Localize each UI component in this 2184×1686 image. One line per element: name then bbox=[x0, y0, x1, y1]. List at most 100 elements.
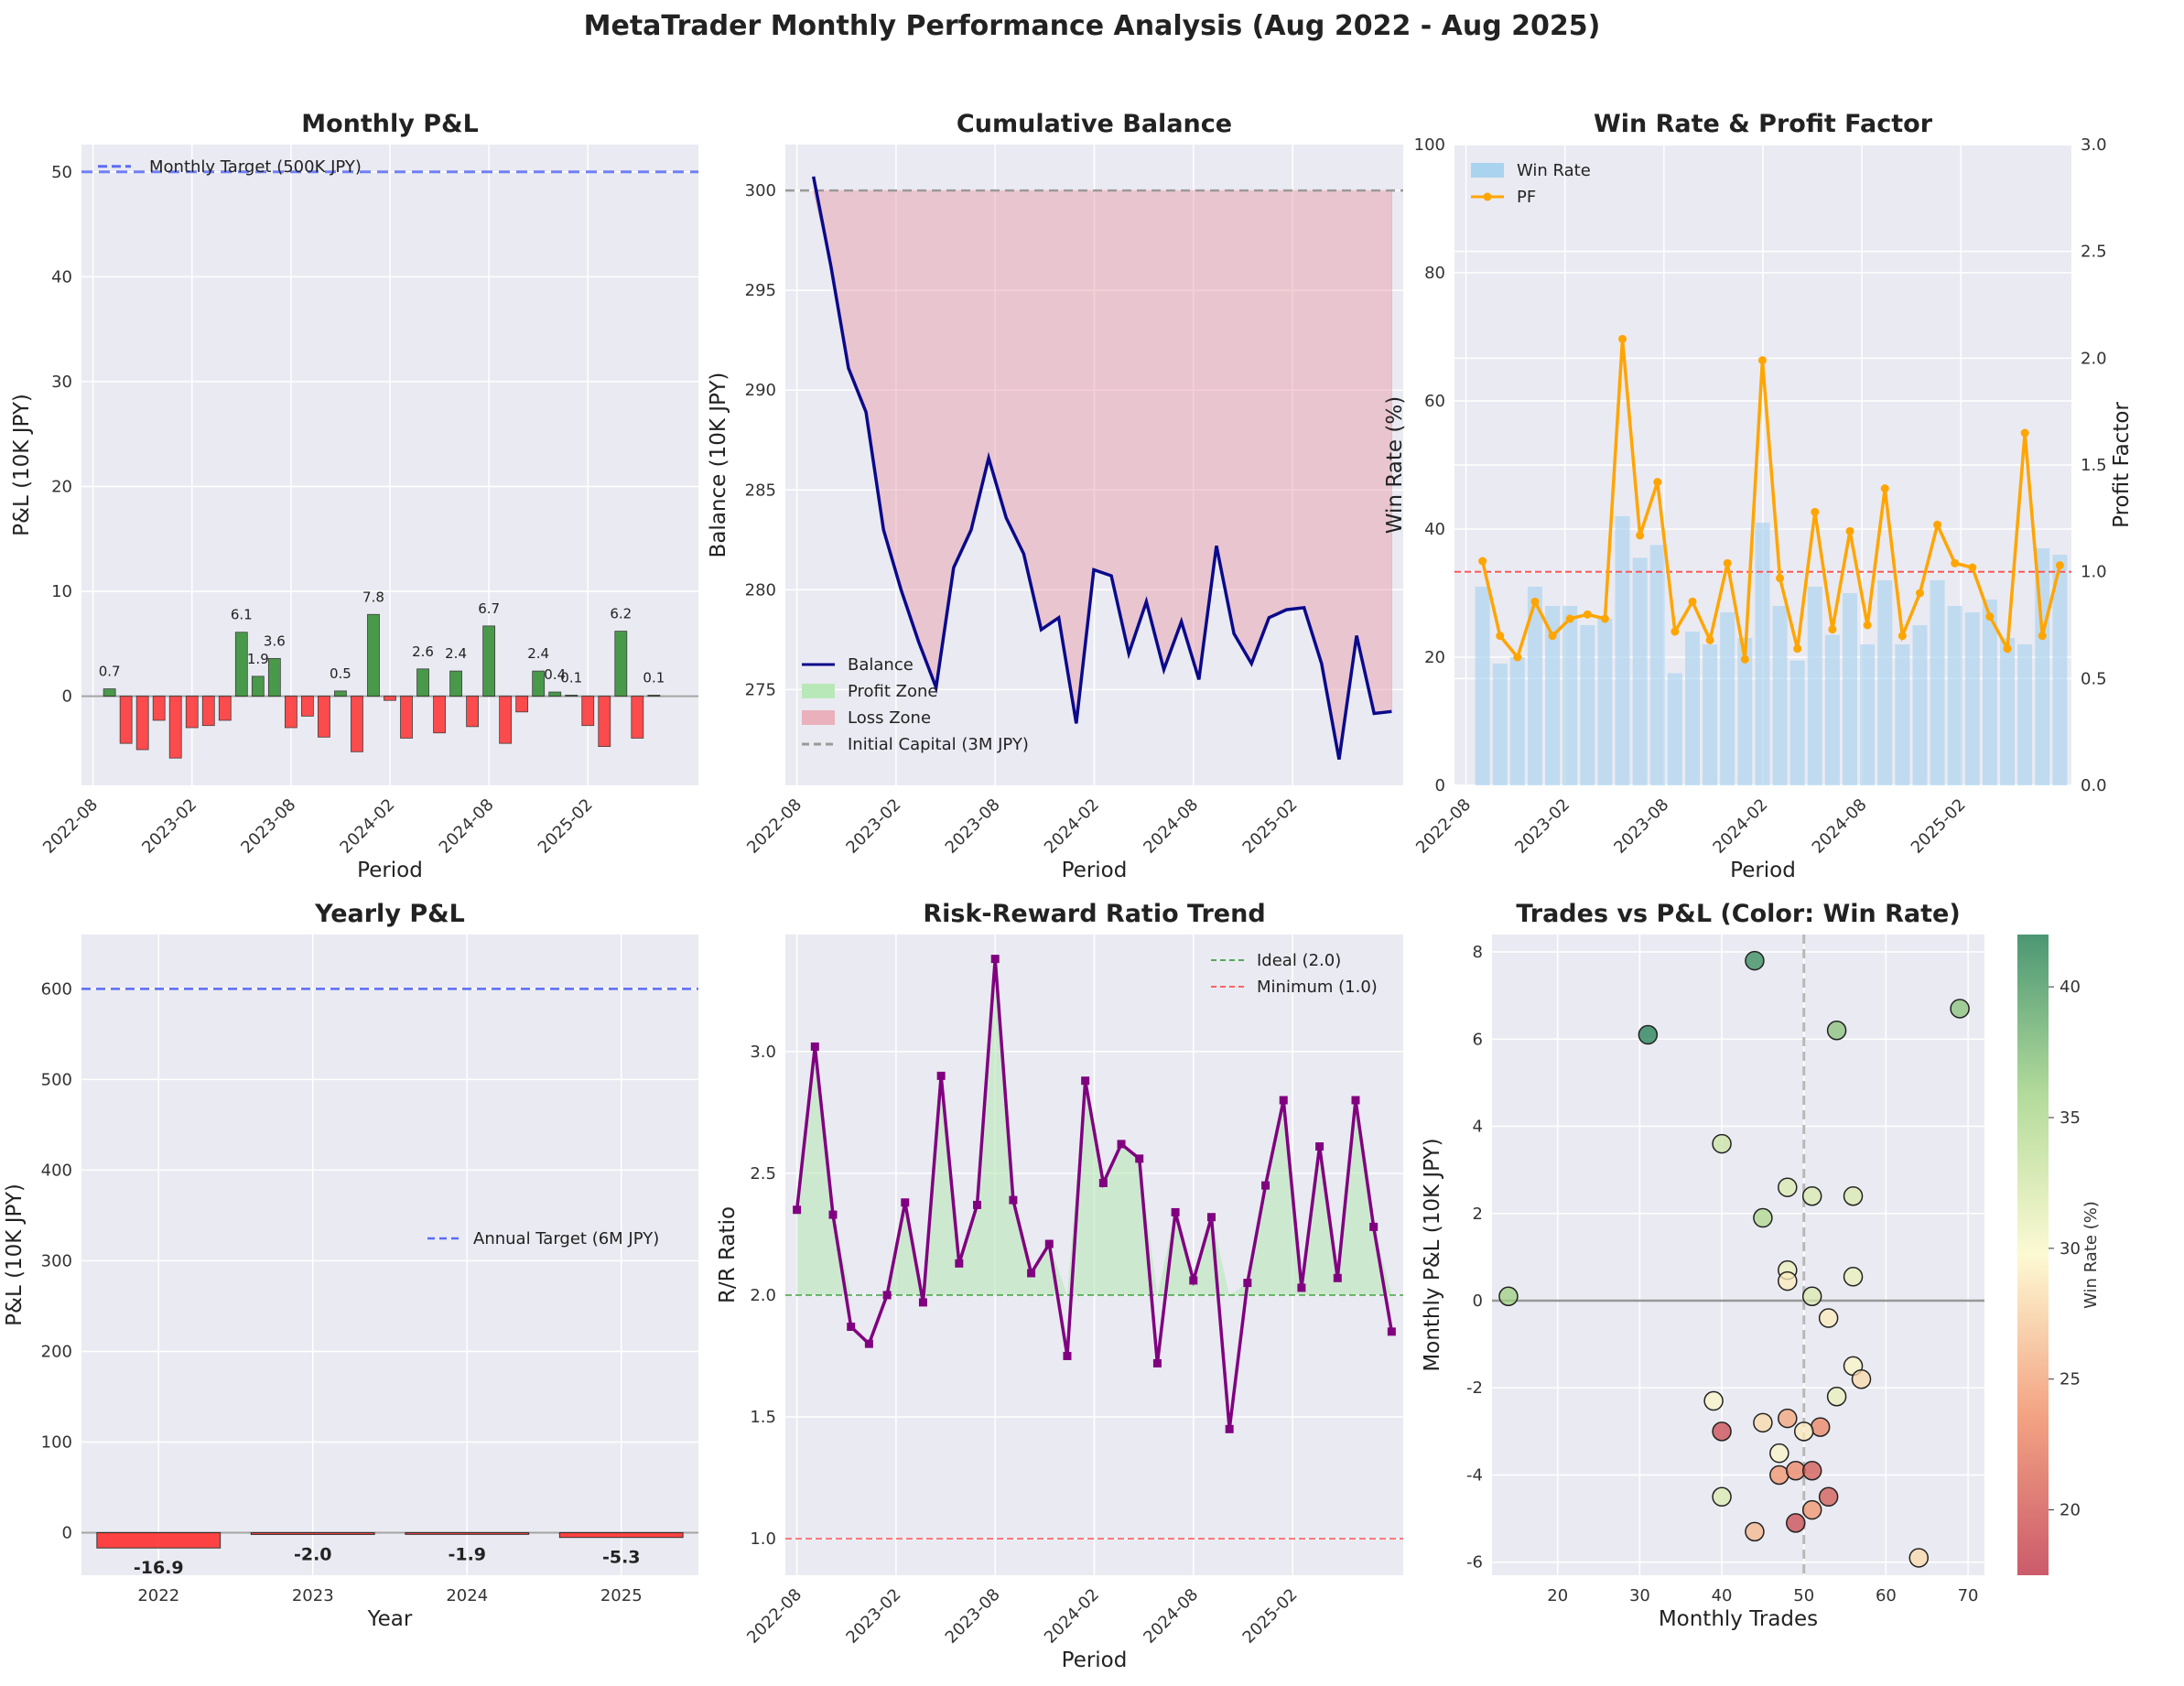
winrate-pf-winrate-bar bbox=[1580, 625, 1595, 785]
yearly-pnl-xtick-label: 2023 bbox=[292, 1586, 334, 1605]
winrate-pf-pf-point bbox=[1740, 654, 1749, 664]
winrate-pf-ytick-label: 3.0 bbox=[2081, 135, 2107, 155]
trades-vs-pnl-point bbox=[1801, 1460, 1822, 1481]
trades-vs-pnl-point bbox=[1793, 1421, 1814, 1442]
winrate-pf-winrate-bar bbox=[1562, 606, 1578, 785]
trades-vs-pnl-point bbox=[1769, 1464, 1789, 1486]
trades-vs-pnl-point bbox=[1712, 1133, 1732, 1154]
winrate-pf-winrate-bar bbox=[1843, 593, 1858, 785]
rr-ratio-rr-point bbox=[1044, 1239, 1054, 1248]
winrate-pf-pf-point bbox=[1793, 644, 1802, 654]
winrate-pf-winrate-bar bbox=[1737, 638, 1753, 785]
winrate-pf-pf-point bbox=[1968, 563, 1977, 572]
winrate-pf-winrate-bar bbox=[1895, 644, 1910, 785]
cumulative-balance-ytick-label: 300 bbox=[745, 181, 776, 200]
rr-ratio-rr-point bbox=[1206, 1213, 1216, 1222]
yearly-pnl-bar-label: -1.9 bbox=[448, 1544, 486, 1564]
winrate-pf-winrate-bar bbox=[1877, 580, 1893, 785]
winrate-pf-legend-label: Win Rate bbox=[1517, 161, 1591, 180]
rr-ratio-rr-point bbox=[1297, 1283, 1306, 1292]
rr-ratio-rr-point bbox=[1098, 1178, 1108, 1187]
monthly-pnl-bar-label: 3.6 bbox=[264, 632, 286, 649]
rr-ratio-rr-point bbox=[1081, 1076, 1090, 1086]
cumulative-balance-ytick-label: 275 bbox=[745, 680, 776, 699]
trades-vs-pnl-colorbar-tick-label: 20 bbox=[2060, 1501, 2081, 1520]
monthly-pnl-bar bbox=[218, 696, 232, 721]
monthly-pnl-ytick-label: 10 bbox=[51, 582, 72, 601]
winrate-pf-xtick-label: 2022-08 bbox=[1412, 795, 1475, 858]
monthly-pnl-legend-label: Monthly Target (500K JPY) bbox=[149, 157, 362, 177]
cumulative-balance-ytick-label: 285 bbox=[745, 481, 776, 500]
monthly-pnl-bar-label: 0.1 bbox=[560, 669, 582, 686]
rr-ratio-rr-point bbox=[1027, 1269, 1036, 1278]
monthly-pnl-bar bbox=[135, 696, 149, 751]
cumulative-balance-xtick-label: 2022-08 bbox=[743, 795, 805, 858]
monthly-pnl-ytick-label: 50 bbox=[51, 163, 72, 182]
monthly-pnl-xlabel: Period bbox=[357, 859, 423, 882]
trades-vs-pnl-point bbox=[1826, 1387, 1847, 1407]
monthly-pnl-bar bbox=[433, 696, 446, 734]
monthly-pnl-bar-label: 0.1 bbox=[643, 669, 665, 686]
trades-vs-pnl-colorbar-tick-label: 30 bbox=[2060, 1239, 2081, 1259]
monthly-pnl-bar bbox=[400, 696, 413, 739]
cumulative-balance-ylabel: Balance (10K JPY) bbox=[707, 373, 730, 558]
trades-vs-pnl-point bbox=[1778, 1177, 1798, 1197]
monthly-pnl-ylabel: P&L (10K JPY) bbox=[10, 394, 34, 536]
winrate-pf-ytick-label: 40 bbox=[1424, 520, 1445, 539]
rr-ratio-rr-point bbox=[810, 1042, 819, 1051]
trades-vs-pnl-ytick-label: 8 bbox=[1473, 943, 1483, 962]
winrate-pf-winrate-bar bbox=[1475, 587, 1490, 785]
trades-vs-pnl-colorbar-tick-label: 25 bbox=[2060, 1370, 2081, 1389]
monthly-pnl-bar bbox=[482, 625, 496, 697]
winrate-pf-winrate-bar bbox=[1930, 580, 1945, 785]
yearly-pnl-xtick-label: 2022 bbox=[137, 1586, 179, 1605]
rr-ratio-xlabel: Period bbox=[1062, 1648, 1128, 1672]
cumulative-balance-legend-swatch bbox=[802, 684, 835, 698]
trades-vs-pnl-ytick-label: -2 bbox=[1466, 1378, 1483, 1398]
trades-vs-pnl-point bbox=[1753, 1412, 1773, 1433]
trades-vs-pnl-ytick-label: 2 bbox=[1473, 1205, 1483, 1224]
trades-vs-pnl-point bbox=[1818, 1486, 1839, 1508]
winrate-pf-pf-point bbox=[1705, 635, 1714, 644]
winrate-pf-winrate-bar bbox=[2000, 638, 2016, 785]
cumulative-balance-ytick-label: 290 bbox=[745, 381, 776, 400]
yearly-pnl-bar-label: -16.9 bbox=[134, 1558, 184, 1578]
winrate-pf-pf-point bbox=[1618, 334, 1627, 343]
rr-ratio-rr-point bbox=[1135, 1154, 1144, 1163]
yearly-pnl-ytick-label: 600 bbox=[41, 979, 72, 999]
winrate-pf-winrate-bar bbox=[1527, 587, 1542, 785]
trades-vs-pnl-point bbox=[1745, 950, 1765, 971]
winrate-pf-winrate-bar bbox=[1632, 557, 1648, 785]
monthly-pnl-xtick-label: 2022-08 bbox=[39, 795, 102, 858]
monthly-pnl-bar bbox=[284, 696, 297, 729]
rr-ratio-ytick-label: 2.0 bbox=[750, 1286, 776, 1305]
yearly-pnl-ytick-label: 500 bbox=[41, 1070, 72, 1089]
winrate-pf-pf-point bbox=[1828, 625, 1837, 634]
rr-ratio-rr-point bbox=[864, 1339, 873, 1348]
yearly-pnl-ytick-label: 0 bbox=[62, 1523, 72, 1542]
trades-vs-pnl-point bbox=[1745, 1521, 1765, 1542]
winrate-pf-pf-line bbox=[1480, 339, 2062, 661]
monthly-pnl-ytick-label: 0 bbox=[62, 687, 72, 707]
trades-vs-pnl-colorbar-label: Win Rate (%) bbox=[2081, 1201, 2101, 1309]
monthly-pnl-bar-label: 2.4 bbox=[445, 645, 467, 662]
trades-vs-pnl-ytick-label: 0 bbox=[1473, 1292, 1483, 1311]
rr-ratio-rr-point bbox=[990, 955, 1000, 964]
rr-ratio-rr-point bbox=[847, 1323, 856, 1332]
rr-ratio-rr-point bbox=[1189, 1276, 1198, 1285]
rr-ratio-xtick-label: 2022-08 bbox=[743, 1585, 805, 1648]
rr-ratio-title: Risk-Reward Ratio Trend bbox=[923, 900, 1265, 928]
yearly-pnl-bar bbox=[250, 1531, 375, 1535]
trades-vs-pnl-point bbox=[1801, 1286, 1822, 1306]
monthly-pnl-xtick-label: 2024-02 bbox=[336, 795, 398, 858]
rr-ratio-rr-point bbox=[955, 1259, 964, 1268]
winrate-pf-pf-point bbox=[1863, 621, 1872, 630]
monthly-pnl-bar bbox=[449, 670, 462, 697]
winrate-pf-pf-point bbox=[1845, 526, 1854, 535]
cumulative-balance-legend-label: Profit Zone bbox=[848, 682, 938, 701]
rr-ratio-rr-point bbox=[1063, 1351, 1072, 1360]
rr-ratio-ytick-label: 3.0 bbox=[750, 1043, 776, 1062]
yearly-pnl-plot-area bbox=[81, 935, 698, 1575]
winrate-pf-pf-point bbox=[1530, 597, 1540, 606]
